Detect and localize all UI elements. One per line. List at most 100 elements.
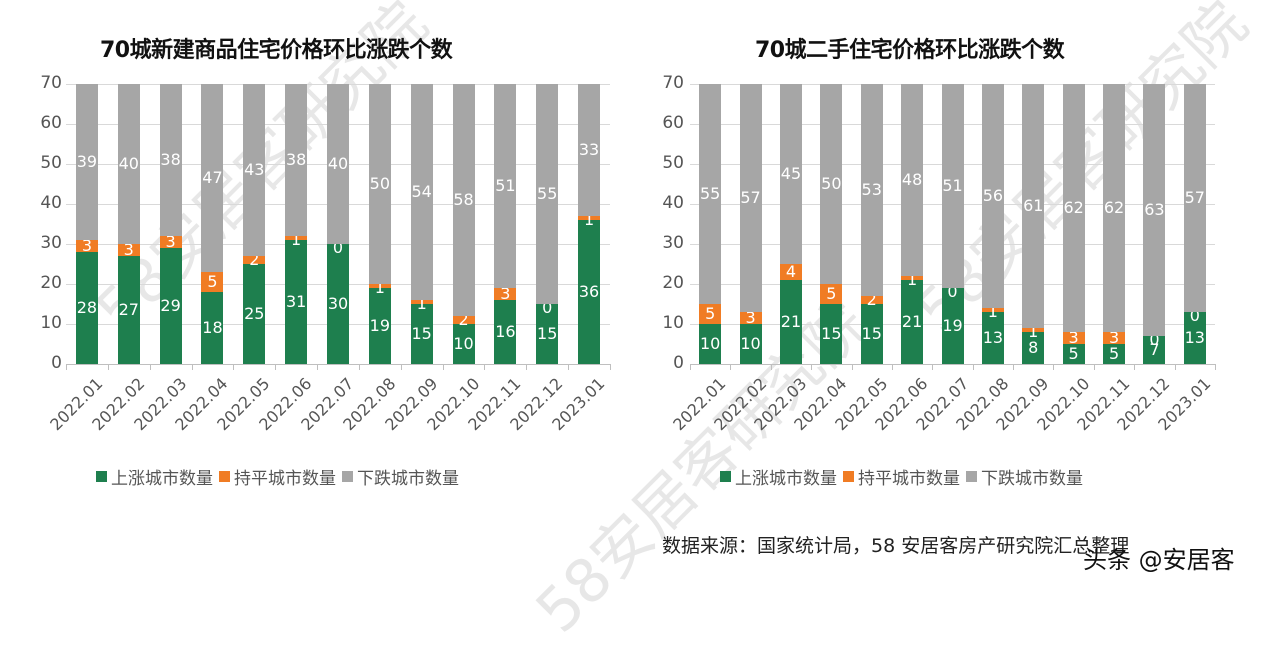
data-label: 2 [249, 250, 260, 269]
flat-segment [739, 312, 762, 324]
fall-segment [410, 84, 433, 300]
stacked-bar: 13 1 56 [981, 84, 1004, 364]
flat-segment [285, 236, 308, 240]
fall-segment [860, 84, 883, 296]
y-tick-label: 20 [662, 273, 684, 293]
legend-label: 上涨城市数量 [735, 469, 837, 489]
stacked-bar: 15 2 53 [860, 84, 883, 364]
data-label: 0 [947, 282, 958, 301]
fall-segment [201, 84, 224, 272]
data-label: 27 [118, 300, 139, 319]
rise-segment [494, 300, 517, 364]
x-tick-mark [1053, 364, 1055, 370]
data-label: 15 [411, 324, 432, 343]
flat-segment [117, 244, 140, 256]
legend: 上涨城市数量 持平城市数量 下跌城市数量 [714, 464, 1083, 489]
fall-segment [699, 84, 722, 304]
x-tick-mark [317, 364, 319, 370]
x-tick-mark [1134, 364, 1136, 370]
rise-segment [699, 324, 722, 364]
stacked-bar: 29 3 38 [159, 84, 182, 364]
x-tick-mark [690, 364, 691, 370]
rise-segment [243, 264, 266, 364]
fall-segment [75, 84, 98, 240]
rise-segment [117, 256, 140, 364]
rise-segment [941, 288, 964, 364]
flat-segment [452, 316, 475, 324]
stacked-bar: 25 2 43 [243, 84, 266, 364]
fall-segment [452, 84, 475, 316]
x-tick-mark [891, 364, 893, 370]
stacked-bar: 5 3 62 [1103, 84, 1126, 364]
fall-segment [578, 84, 601, 216]
rise-segment [779, 280, 802, 364]
fall-segment [739, 84, 762, 312]
x-tick-mark [149, 364, 151, 370]
x-tick-mark [1174, 364, 1176, 370]
flat-segment [981, 308, 1004, 312]
data-label: 50 [369, 174, 391, 193]
fall-segment [368, 84, 391, 284]
rise-segment [285, 240, 308, 364]
data-label: 3 [1068, 328, 1079, 347]
data-label: 19 [942, 316, 963, 335]
x-tick-mark [442, 364, 444, 370]
data-label: 5 [1068, 344, 1079, 363]
data-label: 5 [826, 284, 837, 303]
data-label: 3 [1108, 328, 1120, 347]
y-tick-label: 10 [662, 313, 684, 333]
stacked-bar: 30 0 40 [327, 84, 349, 364]
flat-segment [1022, 328, 1045, 332]
rise-segment [159, 248, 182, 364]
x-tick-mark [851, 364, 853, 370]
flat-segment [699, 304, 722, 324]
data-label: 5 [1108, 344, 1120, 363]
data-label: 1 [374, 278, 385, 297]
stacked-bar: 19 0 51 [941, 84, 964, 364]
data-label: 36 [578, 282, 600, 301]
rise-segment [75, 252, 98, 364]
fall-segment [779, 84, 802, 264]
data-label: 5 [207, 272, 218, 291]
rise-segment [410, 304, 433, 364]
x-tick-mark [932, 364, 934, 370]
y-tick-label: 50 [40, 153, 62, 173]
rise-segment [1062, 344, 1085, 364]
fall-segment [494, 84, 517, 288]
x-tick-mark [66, 364, 67, 370]
stacked-bar: 8 1 61 [1022, 84, 1045, 364]
flat-segment [410, 300, 433, 304]
data-label: 3 [745, 308, 756, 327]
data-label: 62 [1103, 198, 1125, 217]
flat-segment [243, 256, 266, 264]
data-label: 58 [453, 190, 474, 209]
data-label: 45 [780, 164, 802, 183]
data-label: 1 [907, 270, 918, 289]
x-tick-mark [191, 364, 193, 370]
data-label: 57 [740, 188, 761, 207]
data-label: 51 [942, 176, 963, 195]
fall-segment [1143, 84, 1166, 336]
y-tick-label: 50 [662, 153, 684, 173]
data-label: 2 [866, 290, 877, 309]
stacked-bar: 7 0 63 [1143, 84, 1166, 364]
data-label: 56 [982, 186, 1004, 205]
data-label: 33 [578, 140, 600, 159]
data-label: 51 [495, 176, 516, 195]
flat-segment [75, 240, 98, 252]
rise-segment [1183, 312, 1206, 364]
data-label: 25 [244, 304, 265, 323]
x-tick-mark [770, 364, 772, 370]
y-tick-label: 70 [662, 73, 684, 93]
x-tick-mark [400, 364, 402, 370]
fall-segment [981, 84, 1004, 308]
data-label: 21 [780, 312, 802, 331]
fall-segment [941, 84, 964, 288]
y-tick-label: 30 [662, 233, 684, 253]
x-tick-mark [526, 364, 528, 370]
x-tick-mark [1013, 364, 1015, 370]
fall-segment [536, 84, 559, 304]
fall-segment [159, 84, 182, 236]
legend-label: 上涨城市数量 [111, 469, 213, 489]
data-label: 3 [500, 284, 511, 303]
